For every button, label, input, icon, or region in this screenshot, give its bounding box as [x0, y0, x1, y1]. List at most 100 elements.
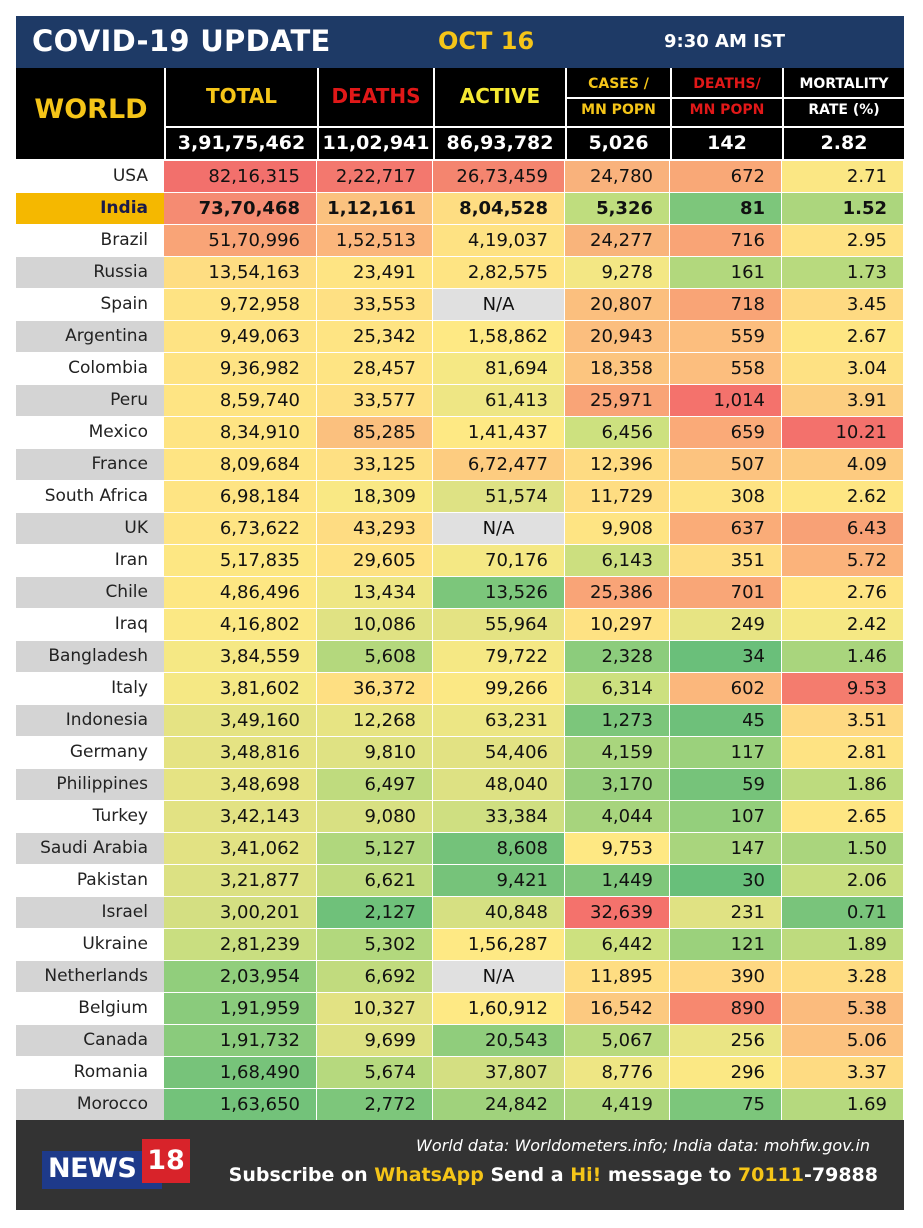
- hi-label: Hi!: [570, 1164, 602, 1186]
- cell-active: 9,421: [433, 865, 565, 896]
- cell-deaths: 28,457: [317, 353, 433, 384]
- cell-deaths-per-mn: 602: [670, 673, 782, 704]
- table-row: Ukraine 2,81,239 5,302 1,56,287 6,442 121 1.89: [16, 929, 904, 960]
- subscribe-line: Subscribe on WhatsApp Send a Hi! message…: [229, 1164, 878, 1186]
- cell-mortality: 1.46: [782, 641, 904, 672]
- cell-cases-per-mn: 6,456: [565, 417, 670, 448]
- country-name: Pakistan: [16, 865, 164, 896]
- cell-active: 4,19,037: [433, 225, 565, 256]
- phone-prefix: 70111: [737, 1164, 804, 1186]
- cell-total: 1,91,959: [164, 993, 317, 1024]
- cell-mortality: 10.21: [782, 417, 904, 448]
- cell-deaths-per-mn: 81: [670, 193, 782, 224]
- header-rule: [565, 97, 904, 99]
- cell-deaths-per-mn: 1,014: [670, 385, 782, 416]
- cell-deaths: 2,22,717: [317, 161, 433, 192]
- cell-deaths: 33,125: [317, 449, 433, 480]
- cell-mortality: 5.72: [782, 545, 904, 576]
- cell-total: 3,21,877: [164, 865, 317, 896]
- page-title: COVID-19 UPDATE: [32, 24, 331, 58]
- column-header-deaths: DEATHS: [331, 84, 421, 108]
- cell-active: N/A: [433, 289, 565, 320]
- cell-cases-per-mn: 24,277: [565, 225, 670, 256]
- country-name: Colombia: [16, 353, 164, 384]
- country-name: Israel: [16, 897, 164, 928]
- cell-cases-per-mn: 20,807: [565, 289, 670, 320]
- cell-deaths: 6,497: [317, 769, 433, 800]
- cell-active: 70,176: [433, 545, 565, 576]
- cell-deaths: 23,491: [317, 257, 433, 288]
- cell-deaths-per-mn: 890: [670, 993, 782, 1024]
- header-divider: [670, 68, 672, 159]
- cell-cases-per-mn: 6,442: [565, 929, 670, 960]
- cell-cases-per-mn: 5,326: [565, 193, 670, 224]
- logo-number: 18: [142, 1139, 190, 1183]
- cell-total: 8,59,740: [164, 385, 317, 416]
- cell-deaths: 5,608: [317, 641, 433, 672]
- cell-active: 8,608: [433, 833, 565, 864]
- table-row: USA 82,16,315 2,22,717 26,73,459 24,780 672 2.…: [16, 161, 904, 192]
- cell-mortality: 2.95: [782, 225, 904, 256]
- header-divider: [164, 68, 166, 159]
- cell-deaths: 6,621: [317, 865, 433, 896]
- cell-deaths: 33,577: [317, 385, 433, 416]
- cell-mortality: 1.52: [782, 193, 904, 224]
- cell-mortality: 3.28: [782, 961, 904, 992]
- cell-active: 24,842: [433, 1089, 565, 1120]
- cell-mortality: 2.71: [782, 161, 904, 192]
- cell-cases-per-mn: 5,067: [565, 1025, 670, 1056]
- cell-mortality: 9.53: [782, 673, 904, 704]
- table-header: WORLD TOTAL DEATHS ACTIVE CASES / MN POP…: [16, 68, 904, 159]
- cell-active: 33,384: [433, 801, 565, 832]
- country-name: Spain: [16, 289, 164, 320]
- subscribe-middle: Send a: [483, 1164, 571, 1186]
- column-header-deaths-per-mn-sub: MN POPN: [689, 102, 765, 118]
- cell-deaths-per-mn: 351: [670, 545, 782, 576]
- cell-deaths: 2,772: [317, 1089, 433, 1120]
- table-row: Colombia 9,36,982 28,457 81,694 18,358 558 3.0…: [16, 353, 904, 384]
- country-name: Romania: [16, 1057, 164, 1088]
- cell-cases-per-mn: 32,639: [565, 897, 670, 928]
- cell-deaths: 10,327: [317, 993, 433, 1024]
- cell-cases-per-mn: 9,278: [565, 257, 670, 288]
- cell-cases-per-mn: 10,297: [565, 609, 670, 640]
- country-name: Canada: [16, 1025, 164, 1056]
- cell-total: 3,84,559: [164, 641, 317, 672]
- country-name: Brazil: [16, 225, 164, 256]
- column-header-cases-per-mn: CASES /: [588, 76, 649, 92]
- country-name: Saudi Arabia: [16, 833, 164, 864]
- world-mortality: 2.82: [820, 132, 868, 154]
- column-header-active: ACTIVE: [459, 84, 541, 108]
- table-row: Romania 1,68,490 5,674 37,807 8,776 296 3.37: [16, 1057, 904, 1088]
- cell-mortality: 1.69: [782, 1089, 904, 1120]
- country-name: Germany: [16, 737, 164, 768]
- cell-active: 1,56,287: [433, 929, 565, 960]
- cell-deaths: 12,268: [317, 705, 433, 736]
- cell-cases-per-mn: 16,542: [565, 993, 670, 1024]
- cell-deaths-per-mn: 672: [670, 161, 782, 192]
- table-row: Italy 3,81,602 36,372 99,266 6,314 602 9.53: [16, 673, 904, 704]
- table-row: Spain 9,72,958 33,553 N/A 20,807 718 3.45: [16, 289, 904, 320]
- table-row: Philippines 3,48,698 6,497 48,040 3,170 59 1.8…: [16, 769, 904, 800]
- cell-cases-per-mn: 4,159: [565, 737, 670, 768]
- cell-active: 26,73,459: [433, 161, 565, 192]
- cell-active: N/A: [433, 513, 565, 544]
- world-deaths: 11,02,941: [322, 132, 430, 154]
- country-name: Peru: [16, 385, 164, 416]
- cell-deaths: 1,12,161: [317, 193, 433, 224]
- cell-deaths: 6,692: [317, 961, 433, 992]
- cell-deaths-per-mn: 231: [670, 897, 782, 928]
- cell-total: 3,48,698: [164, 769, 317, 800]
- country-name: Iran: [16, 545, 164, 576]
- cell-deaths: 10,086: [317, 609, 433, 640]
- cell-deaths-per-mn: 34: [670, 641, 782, 672]
- cell-mortality: 2.76: [782, 577, 904, 608]
- cell-mortality: 1.73: [782, 257, 904, 288]
- subscribe-prefix: Subscribe on: [228, 1164, 375, 1186]
- cell-mortality: 2.62: [782, 481, 904, 512]
- cell-total: 1,91,732: [164, 1025, 317, 1056]
- country-name: Russia: [16, 257, 164, 288]
- cell-cases-per-mn: 9,753: [565, 833, 670, 864]
- country-name: Morocco: [16, 1089, 164, 1120]
- cell-deaths-per-mn: 296: [670, 1057, 782, 1088]
